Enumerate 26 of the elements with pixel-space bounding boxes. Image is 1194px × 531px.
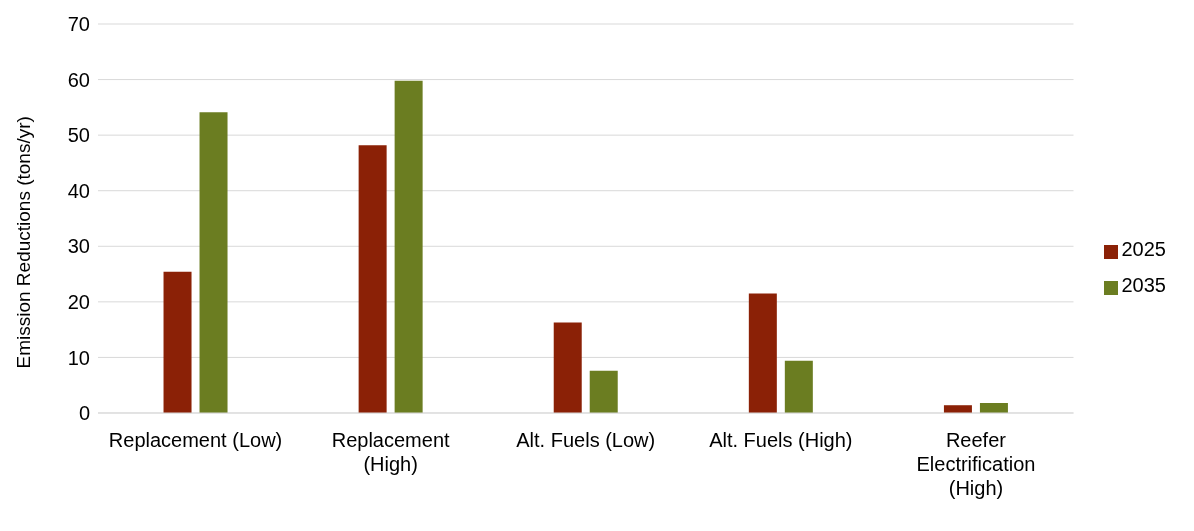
x-tick-label: Alt. Fuels (High)	[709, 429, 853, 451]
bar	[358, 145, 387, 413]
bar	[589, 370, 618, 413]
y-tick-label: 50	[67, 124, 90, 147]
bar	[553, 322, 582, 413]
x-tick-label: Replacement (Low)	[108, 429, 283, 451]
y-tick-label: 70	[67, 13, 90, 36]
bar	[979, 403, 1008, 413]
x-tick-label: Reefer Electrification (High)	[916, 429, 1036, 499]
y-tick-label: 60	[67, 68, 90, 91]
y-axis-title: Emission Reductions (tons/yr)	[12, 116, 34, 369]
y-tick-label: 10	[67, 346, 90, 369]
y-tick-label: 40	[67, 179, 90, 202]
bar	[784, 360, 813, 413]
y-tick-label: 30	[67, 235, 90, 258]
bar	[163, 271, 192, 413]
legend-label: 2035	[1121, 274, 1166, 296]
x-tick-label: Replacement (High)	[331, 429, 451, 475]
legend-label: 2025	[1121, 238, 1166, 260]
y-tick-label: 0	[78, 402, 90, 425]
y-tick-label: 20	[67, 290, 90, 313]
bar	[943, 405, 972, 413]
bar	[394, 80, 423, 413]
bar	[748, 293, 777, 413]
bar	[199, 112, 228, 413]
x-tick-label: Alt. Fuels (Low)	[516, 429, 656, 451]
